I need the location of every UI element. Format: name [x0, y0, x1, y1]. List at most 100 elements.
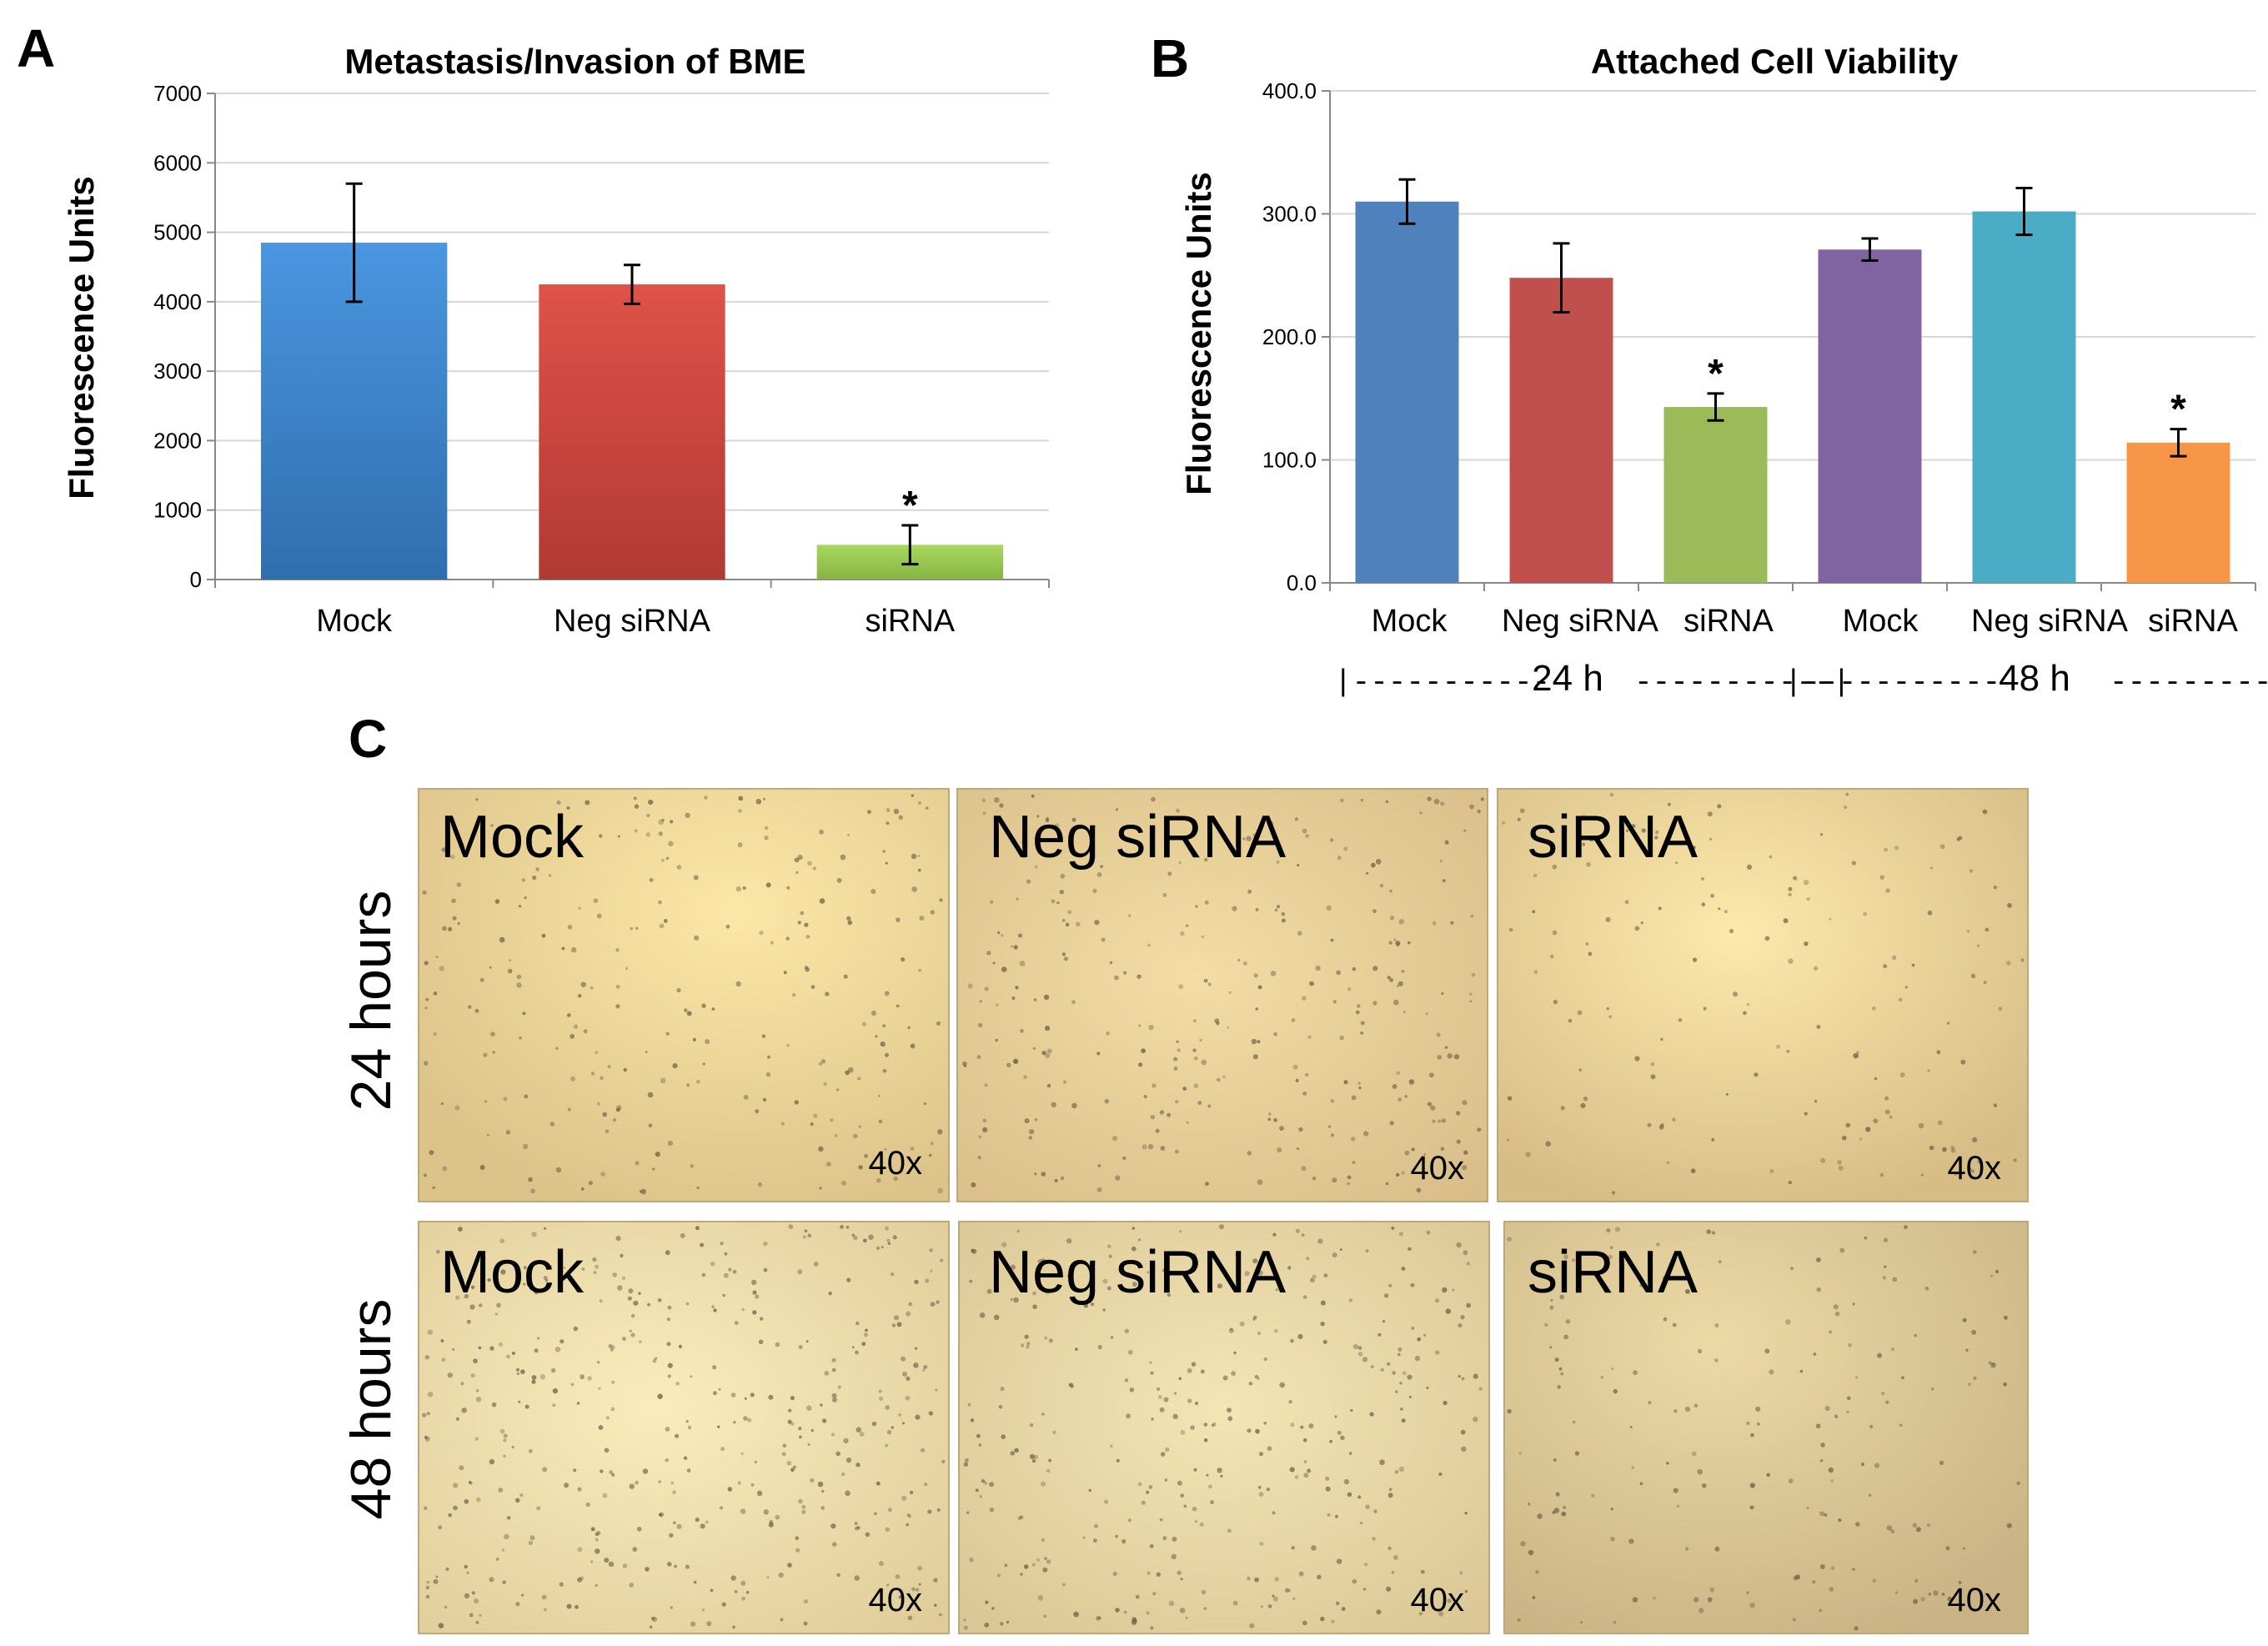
cell-speck [442, 926, 447, 931]
cell-speck [801, 1509, 806, 1514]
cell-speck [790, 1396, 795, 1401]
cell-speck [1310, 1277, 1315, 1283]
cell-speck [1272, 1511, 1276, 1515]
cell-speck [1532, 1596, 1536, 1599]
cell-speck [1197, 1101, 1202, 1106]
cell-speck [1455, 1111, 1461, 1116]
cell-speck [761, 1034, 766, 1038]
cell-speck [507, 968, 513, 974]
cell-speck [1430, 1105, 1436, 1111]
cell-speck [1033, 1455, 1038, 1459]
cell-speck [763, 1267, 768, 1272]
cell-speck [665, 1427, 670, 1432]
cell-speck [885, 861, 888, 865]
cell-speck [1349, 1452, 1352, 1455]
cell-speck [813, 1261, 819, 1267]
cell-speck [1469, 804, 1474, 810]
cell-speck [1426, 1386, 1429, 1389]
cell-speck [1675, 861, 1678, 865]
cell-speck [1464, 1512, 1468, 1515]
cell-speck [1096, 871, 1102, 877]
cell-speck [1094, 920, 1100, 926]
panel-label-a: A [17, 18, 55, 78]
cell-speck [521, 878, 526, 882]
cell-speck [1152, 1592, 1157, 1596]
cell-speck [1380, 1367, 1384, 1373]
cell-speck [1146, 1490, 1150, 1494]
cell-speck [846, 1277, 851, 1282]
cell-speck [884, 991, 890, 996]
cell-speck [1845, 1122, 1851, 1128]
cell-speck [502, 1580, 506, 1584]
y-tick-label: 0 [190, 567, 202, 592]
cell-speck [1270, 971, 1277, 976]
cell-speck [1609, 1246, 1613, 1249]
cell-speck [1315, 965, 1321, 971]
cell-speck [819, 898, 825, 904]
cell-speck [1838, 1518, 1842, 1523]
cell-speck [541, 1594, 547, 1600]
cell-speck [1332, 1177, 1337, 1183]
cell-speck [1347, 1492, 1352, 1498]
cell-speck [1201, 1059, 1207, 1066]
cell-speck [878, 1119, 883, 1124]
cell-speck [1874, 1076, 1878, 1081]
cell-speck [1160, 1452, 1166, 1457]
cell-speck [719, 1506, 724, 1510]
cell-speck [798, 1427, 802, 1431]
cell-speck [1611, 1191, 1616, 1195]
cell-speck [1976, 944, 1980, 947]
cell-speck [1024, 1334, 1029, 1339]
cell-speck [1211, 1423, 1214, 1427]
cell-speck [1217, 1468, 1222, 1473]
cell-speck [453, 1483, 459, 1488]
cell-speck [1426, 1230, 1431, 1235]
cell-speck [775, 1514, 780, 1520]
cell-speck [1970, 973, 1976, 979]
cell-speck [1232, 906, 1237, 911]
cell-speck [821, 1418, 827, 1423]
cell-speck [1199, 1038, 1202, 1042]
cell-speck [1052, 1430, 1056, 1434]
cell-speck [760, 1317, 764, 1321]
cell-speck [1208, 1484, 1212, 1489]
x-category-label: Neg siRNA [1971, 604, 2129, 639]
cell-speck [1029, 1453, 1036, 1459]
y-tick-label: 7000 [153, 81, 202, 106]
cell-speck [1369, 1412, 1374, 1417]
cell-speck [819, 1187, 822, 1190]
cell-speck [1558, 1367, 1563, 1371]
cell-speck [1158, 1395, 1162, 1399]
cell-speck [1565, 1319, 1571, 1324]
cell-speck [1464, 1589, 1468, 1593]
cell-speck [1257, 1179, 1263, 1185]
cell-speck [830, 1523, 836, 1529]
cell-speck [1939, 844, 1945, 850]
cell-speck [647, 1091, 654, 1098]
cell-speck [1899, 1423, 1903, 1427]
cell-speck [530, 1188, 535, 1194]
cell-speck [617, 1285, 623, 1291]
cell-speck [1610, 1508, 1613, 1511]
x-category-label: siRNA [1683, 604, 1774, 639]
cell-speck [1083, 1303, 1089, 1308]
cell-speck [1182, 1086, 1187, 1091]
cell-speck [1138, 1062, 1143, 1067]
cell-speck [1201, 935, 1205, 939]
cell-speck [1544, 1322, 1548, 1327]
cell-speck [636, 1526, 642, 1532]
cell-speck [1838, 1165, 1844, 1171]
cell-speck [851, 1233, 855, 1237]
cell-speck [1561, 1511, 1567, 1517]
cell-speck [1793, 1576, 1798, 1581]
cell-speck [1302, 828, 1307, 834]
cell-speck [552, 1403, 556, 1408]
cell-speck [1041, 1481, 1046, 1487]
cell-speck [1031, 1563, 1036, 1567]
cell-speck [1965, 1348, 1969, 1352]
cell-speck [1174, 1149, 1179, 1154]
cell-speck [1023, 1564, 1029, 1569]
cell-speck [1914, 1333, 1917, 1337]
cell-speck [1386, 1586, 1392, 1592]
x-category-label: siRNA [2148, 604, 2238, 639]
